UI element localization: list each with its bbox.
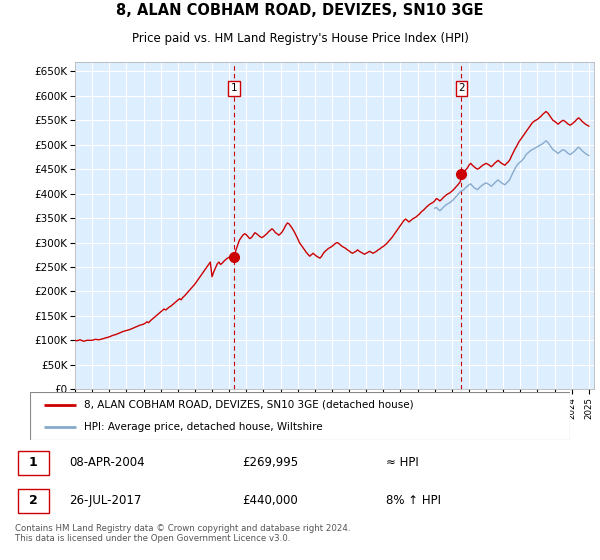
Text: 1: 1 [29,456,38,469]
Text: 8, ALAN COBHAM ROAD, DEVIZES, SN10 3GE (detached house): 8, ALAN COBHAM ROAD, DEVIZES, SN10 3GE (… [84,400,413,410]
Text: 26-JUL-2017: 26-JUL-2017 [70,494,142,507]
Text: 2: 2 [29,494,38,507]
Text: £269,995: £269,995 [242,456,299,469]
FancyBboxPatch shape [30,392,570,440]
FancyBboxPatch shape [18,489,49,513]
Text: Contains HM Land Registry data © Crown copyright and database right 2024.
This d: Contains HM Land Registry data © Crown c… [15,524,350,543]
Text: £440,000: £440,000 [242,494,298,507]
Text: HPI: Average price, detached house, Wiltshire: HPI: Average price, detached house, Wilt… [84,422,323,432]
Text: 2: 2 [458,83,465,94]
Text: 8% ↑ HPI: 8% ↑ HPI [386,494,442,507]
Text: ≈ HPI: ≈ HPI [386,456,419,469]
Text: 1: 1 [230,83,237,94]
Text: 8, ALAN COBHAM ROAD, DEVIZES, SN10 3GE: 8, ALAN COBHAM ROAD, DEVIZES, SN10 3GE [116,3,484,18]
Text: Price paid vs. HM Land Registry's House Price Index (HPI): Price paid vs. HM Land Registry's House … [131,32,469,45]
FancyBboxPatch shape [18,450,49,475]
Text: 08-APR-2004: 08-APR-2004 [70,456,145,469]
